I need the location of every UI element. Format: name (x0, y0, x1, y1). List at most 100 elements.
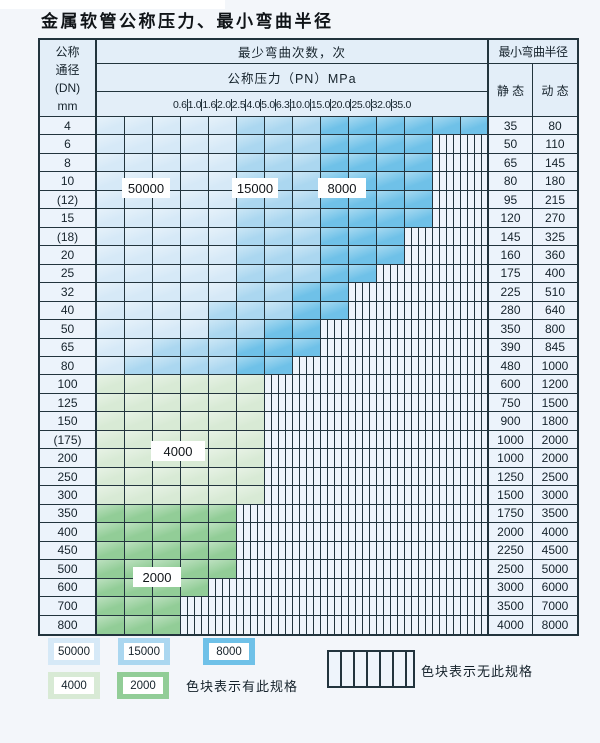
no-spec-cell (265, 375, 293, 394)
dynamic-value-cell: 270 (533, 209, 577, 228)
spec-cell-8000 (321, 246, 349, 265)
no-spec-cell (433, 541, 461, 561)
spec-cell-15000 (153, 338, 181, 358)
no-spec-cell (377, 357, 405, 376)
no-spec-cell (349, 357, 377, 376)
spec-cell-15000 (293, 172, 321, 191)
spec-cell-15000 (209, 338, 237, 358)
dynamic-value-cell: 2000 (533, 449, 577, 468)
no-spec-cell (433, 486, 461, 505)
no-spec-cell (405, 430, 433, 450)
legend-row-green: 4000 2000 色块表示有此规格 (48, 672, 298, 699)
no-spec-cell (265, 597, 293, 616)
spec-cell-4000 (125, 393, 153, 413)
spec-cell-2000 (181, 523, 209, 542)
spec-cell-50000 (209, 227, 237, 247)
zone-label-15000: 15000 (232, 178, 278, 198)
spec-cell-4000 (153, 393, 181, 413)
dynamic-value-cell: 510 (533, 283, 577, 302)
spec-cell-8000 (349, 209, 377, 228)
static-value-cell: 1500 (489, 486, 533, 505)
spec-cell-15000 (265, 117, 293, 136)
no-spec-cell (433, 209, 461, 228)
no-spec-cell (461, 227, 489, 247)
no-spec-cell (433, 153, 461, 173)
no-spec-cell (405, 467, 433, 487)
spec-cell-8000 (377, 153, 405, 173)
no-spec-cell (349, 320, 377, 339)
spec-cell-15000 (293, 227, 321, 247)
no-spec-cell (349, 467, 377, 487)
static-value-cell: 4000 (489, 615, 533, 634)
no-spec-cell (433, 467, 461, 487)
no-spec-cell (265, 486, 293, 505)
dynamic-value-cell: 1200 (533, 375, 577, 394)
no-spec-cell (293, 393, 321, 413)
pressure-column-header: 25.0 (351, 98, 372, 111)
legend-swatch-8000: 8000 (203, 638, 255, 665)
dn-header-line: (DN) (54, 80, 81, 95)
spec-cell-4000 (97, 486, 125, 505)
no-spec-cell (377, 320, 405, 339)
spec-cell-4000 (97, 467, 125, 487)
spec-cell-4000 (181, 393, 209, 413)
spec-cell-50000 (181, 190, 209, 210)
no-spec-cell (321, 578, 349, 598)
static-value-cell: 480 (489, 357, 533, 376)
no-spec-cell (265, 615, 293, 634)
spec-cell-4000 (209, 430, 237, 450)
spec-cell-4000 (97, 449, 125, 468)
spec-cell-4000 (237, 430, 265, 450)
dn-cell: 40 (40, 301, 97, 321)
dn-cell: 700 (40, 597, 97, 616)
no-spec-cell (433, 338, 461, 358)
no-spec-cell (349, 449, 377, 468)
pressure-column-header: 35.0 (391, 98, 412, 111)
spec-cell-4000 (237, 393, 265, 413)
table-header: 公称 通径 (DN) mm 最少弯曲次数，次 最小弯曲半径 公称压力（PN）MP… (40, 40, 577, 117)
spec-cell-15000 (293, 209, 321, 228)
no-spec-cell (405, 541, 433, 561)
spec-cell-8000 (405, 209, 433, 228)
static-value-cell: 120 (489, 209, 533, 228)
static-value-cell: 1250 (489, 467, 533, 487)
no-spec-cell (461, 504, 489, 524)
no-spec-cell (461, 338, 489, 358)
no-spec-cell (349, 486, 377, 505)
no-spec-cell (433, 560, 461, 579)
no-spec-cell (405, 486, 433, 505)
dynamic-value-cell: 640 (533, 301, 577, 321)
no-spec-cell (377, 541, 405, 561)
no-spec-cell (405, 560, 433, 579)
no-spec-cell (321, 541, 349, 561)
spec-cell-8000 (321, 264, 349, 284)
dynamic-column-header: 动 态 (541, 84, 569, 98)
no-spec-cell (405, 357, 433, 376)
spec-cell-50000 (209, 264, 237, 284)
spec-cell-8000 (377, 172, 405, 191)
spec-cell-50000 (125, 301, 153, 321)
dn-cell: 800 (40, 615, 97, 634)
no-spec-cell (461, 264, 489, 284)
no-spec-cell (293, 523, 321, 542)
no-spec-cell (405, 264, 433, 284)
spec-cell-50000 (181, 264, 209, 284)
no-spec-cell (461, 375, 489, 394)
no-spec-cell (405, 375, 433, 394)
spec-cell-8000 (237, 338, 265, 358)
spec-cell-4000 (181, 467, 209, 487)
no-spec-cell (433, 430, 461, 450)
dn-cell: 20 (40, 246, 97, 265)
spec-cell-50000 (181, 283, 209, 302)
no-spec-cell (209, 615, 237, 634)
spec-cell-2000 (209, 560, 237, 579)
legend-swatch-label: 8000 (209, 643, 249, 660)
no-spec-cell (237, 597, 265, 616)
dn-cell: 450 (40, 541, 97, 561)
spec-cell-2000 (125, 541, 153, 561)
pressure-column-header: 20.0 (331, 98, 352, 111)
static-value-cell: 145 (489, 227, 533, 247)
no-spec-cell (433, 523, 461, 542)
spec-cell-4000 (125, 375, 153, 394)
dn-cell: 80 (40, 357, 97, 376)
